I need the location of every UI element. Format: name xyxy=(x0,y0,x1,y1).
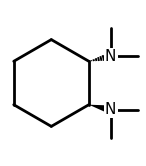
Text: N: N xyxy=(105,49,116,64)
Text: N: N xyxy=(105,102,116,117)
Polygon shape xyxy=(89,105,112,114)
